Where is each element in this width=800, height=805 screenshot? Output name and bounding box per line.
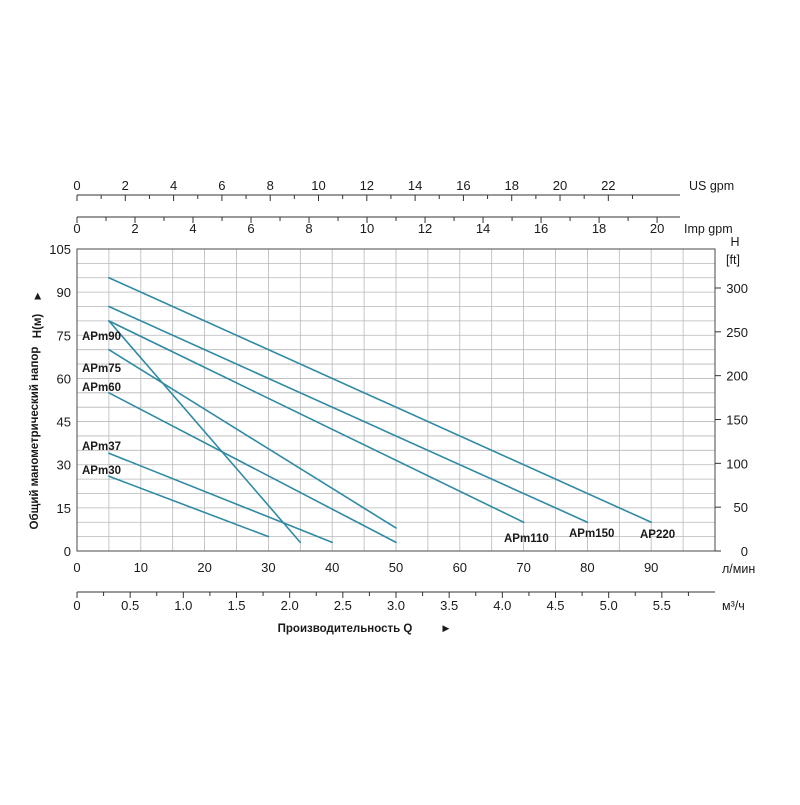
imp-gpm-tick-label: 6 bbox=[247, 221, 254, 236]
grid bbox=[76, 248, 716, 552]
x-unit-label: л/мин bbox=[722, 562, 755, 576]
right-tick-label: 250 bbox=[726, 325, 748, 340]
imp-gpm-tick-label: 2 bbox=[131, 221, 138, 236]
x-tick-label: 20 bbox=[197, 560, 211, 575]
series-label-apm37: APm37 bbox=[82, 441, 121, 453]
x2-tick-label: 1.5 bbox=[227, 598, 245, 613]
series-label-apm150: APm150 bbox=[569, 528, 614, 540]
series-line-apm110 bbox=[108, 320, 525, 524]
imp-gpm-tick-label: 0 bbox=[73, 221, 80, 236]
us-gpm-tick-label: 20 bbox=[553, 178, 567, 193]
x-tick-label: 90 bbox=[644, 560, 658, 575]
y-tick-label: 45 bbox=[57, 415, 71, 430]
us-gpm-tick-label: 16 bbox=[456, 178, 470, 193]
x-tick-label: 30 bbox=[261, 560, 275, 575]
series-line-apm75 bbox=[108, 348, 397, 529]
imp-gpm-tick-label: 16 bbox=[534, 221, 548, 236]
series-label-apm110: APm110 bbox=[504, 533, 549, 545]
y-axis-symbol: H(м) bbox=[32, 314, 44, 339]
us-gpm-tick-label: 8 bbox=[267, 178, 274, 193]
right-tick-label: 0 bbox=[741, 544, 748, 559]
x2-tick-label: 2.5 bbox=[334, 598, 352, 613]
us-gpm-tick-label: 2 bbox=[122, 178, 129, 193]
y-tick-label: 15 bbox=[57, 501, 71, 516]
y-tick-label: 60 bbox=[57, 371, 71, 386]
x2-tick-label: 0.5 bbox=[121, 598, 139, 613]
series-label-apm60: APm60 bbox=[82, 382, 121, 394]
series-line-apm90 bbox=[108, 320, 302, 544]
us-gpm-unit-label: US gpm bbox=[689, 179, 734, 193]
x-tick-label: 10 bbox=[134, 560, 148, 575]
imp-gpm-tick-label: 12 bbox=[418, 221, 432, 236]
us-gpm-tick-label: 22 bbox=[601, 178, 615, 193]
us-gpm-tick-label: 0 bbox=[73, 178, 80, 193]
x2-tick-label: 4.0 bbox=[493, 598, 511, 613]
x-tick-label: 40 bbox=[325, 560, 339, 575]
series-label-apm75: APm75 bbox=[82, 363, 122, 375]
plot-frame bbox=[76, 248, 716, 552]
x2-tick-label: 0 bbox=[73, 598, 80, 613]
y-tick-label: 0 bbox=[64, 544, 71, 559]
x-tick-label: 70 bbox=[516, 560, 530, 575]
us-gpm-tick-label: 6 bbox=[218, 178, 225, 193]
imp-gpm-tick-label: 10 bbox=[360, 221, 374, 236]
x-axis-arrow-icon: ► bbox=[440, 623, 451, 635]
series-lines bbox=[108, 276, 653, 544]
right-axis-unit: [ft] bbox=[726, 253, 740, 267]
right-axis-title: H bbox=[730, 235, 739, 249]
right-tick-label: 150 bbox=[726, 413, 748, 428]
right-tick-label: 200 bbox=[726, 369, 748, 384]
series-label-ap220: AP220 bbox=[640, 529, 675, 541]
x2-tick-label: 5.5 bbox=[653, 598, 671, 613]
imp-gpm-tick-label: 18 bbox=[592, 221, 606, 236]
x2-unit-label: м³/ч bbox=[722, 599, 745, 613]
series-line-apm30 bbox=[108, 475, 270, 538]
us-gpm-tick-label: 14 bbox=[408, 178, 422, 193]
x2-tick-label: 2.0 bbox=[281, 598, 299, 613]
x-tick-label: 80 bbox=[580, 560, 594, 575]
series-line-apm150 bbox=[108, 305, 589, 524]
x-tick-label: 50 bbox=[389, 560, 403, 575]
right-tick-label: 300 bbox=[726, 281, 748, 296]
series-line-apm60 bbox=[108, 392, 397, 544]
us-gpm-tick-label: 12 bbox=[360, 178, 374, 193]
us-gpm-tick-label: 4 bbox=[170, 178, 177, 193]
x2-tick-label: 3.5 bbox=[440, 598, 458, 613]
series-line-apm37 bbox=[108, 452, 334, 544]
x2-tick-label: 3.0 bbox=[387, 598, 405, 613]
series-line-ap220 bbox=[108, 276, 653, 524]
y-axis-title: Общий манометрический напор bbox=[29, 347, 41, 530]
x-axis-title: Производительность Q bbox=[278, 623, 413, 635]
imp-gpm-tick-label: 8 bbox=[305, 221, 312, 236]
axes bbox=[76, 194, 721, 598]
x2-tick-label: 5.0 bbox=[600, 598, 618, 613]
y-tick-label: 105 bbox=[49, 242, 71, 257]
labels: APm30 APm37 APm60 APm75 APm90 APm110 APm150 AP2… bbox=[29, 178, 755, 635]
x2-tick-label: 1.0 bbox=[174, 598, 192, 613]
y-tick-label: 75 bbox=[57, 328, 71, 343]
x-tick-label: 0 bbox=[73, 560, 80, 575]
us-gpm-tick-label: 10 bbox=[311, 178, 325, 193]
imp-gpm-unit-label: Imp gpm bbox=[684, 222, 733, 236]
y-axis-symbol-group: H(м) ► bbox=[32, 290, 44, 338]
imp-gpm-tick-label: 4 bbox=[189, 221, 196, 236]
imp-gpm-tick-label: 14 bbox=[476, 221, 490, 236]
y-axis-title-group: Общий манометрический напор bbox=[29, 347, 41, 530]
y-tick-label: 30 bbox=[57, 458, 71, 473]
series-label-apm90: APm90 bbox=[82, 331, 121, 343]
x-tick-label: 60 bbox=[453, 560, 467, 575]
imp-gpm-tick-label: 20 bbox=[650, 221, 664, 236]
right-tick-label: 100 bbox=[726, 456, 748, 471]
x2-tick-label: 4.5 bbox=[546, 598, 564, 613]
y-tick-label: 90 bbox=[57, 285, 71, 300]
series-label-apm30: APm30 bbox=[82, 465, 121, 477]
right-tick-label: 50 bbox=[734, 500, 748, 515]
us-gpm-tick-label: 18 bbox=[504, 178, 518, 193]
y-axis-arrow-icon: ► bbox=[32, 290, 44, 301]
